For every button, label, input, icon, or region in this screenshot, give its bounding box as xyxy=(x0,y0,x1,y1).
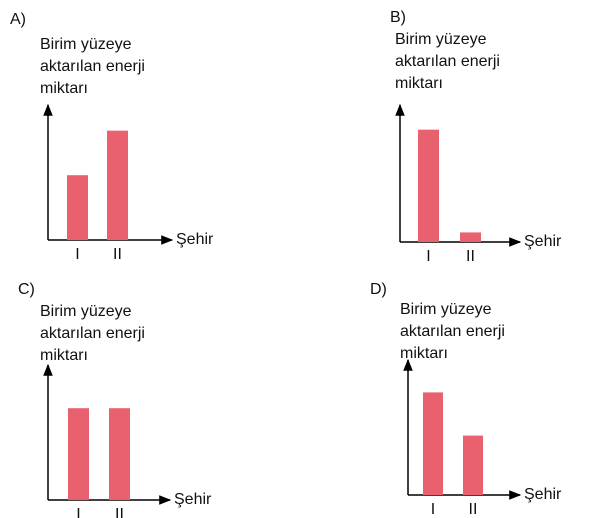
y-axis-label: Birim yüzeye xyxy=(40,36,132,53)
option-label: B) xyxy=(390,9,406,26)
option-label: C) xyxy=(18,281,35,298)
x-axis-label: Şehir xyxy=(176,231,214,248)
x-tick-label: II xyxy=(115,506,124,518)
x-tick-label: I xyxy=(431,501,435,518)
y-axis-label: Birim yüzeye xyxy=(40,303,132,320)
y-axis-label: miktarı xyxy=(40,80,88,97)
y-axis-label: aktarılan enerji xyxy=(395,53,500,70)
x-axis-label: Şehir xyxy=(524,233,562,250)
y-axis-label: aktarılan enerji xyxy=(40,58,145,75)
y-axis-label: aktarılan enerji xyxy=(40,325,145,342)
x-tick-label: I xyxy=(76,506,80,518)
y-axis-label: miktarı xyxy=(40,347,88,364)
x-tick-label: I xyxy=(426,248,430,265)
bar xyxy=(68,408,89,500)
x-axis-label: Şehir xyxy=(524,486,562,503)
bar xyxy=(107,130,128,240)
option-label: A) xyxy=(10,11,26,28)
bar xyxy=(423,392,443,495)
y-axis-label: Birim yüzeye xyxy=(400,301,492,318)
x-axis-label: Şehir xyxy=(174,491,212,508)
x-tick-label: I xyxy=(75,246,79,263)
bar xyxy=(463,435,483,495)
bar xyxy=(67,175,88,240)
x-tick-label: II xyxy=(113,246,122,263)
bar xyxy=(418,129,439,242)
y-axis-label: miktarı xyxy=(400,345,448,362)
x-tick-label: II xyxy=(469,501,478,518)
y-axis-label: Birim yüzeye xyxy=(395,31,487,48)
bar xyxy=(109,408,130,500)
option-label: D) xyxy=(370,281,387,298)
bar xyxy=(460,232,481,242)
y-axis-label: aktarılan enerji xyxy=(400,323,505,340)
x-tick-label: II xyxy=(466,248,475,265)
y-axis-label: miktarı xyxy=(395,75,443,92)
